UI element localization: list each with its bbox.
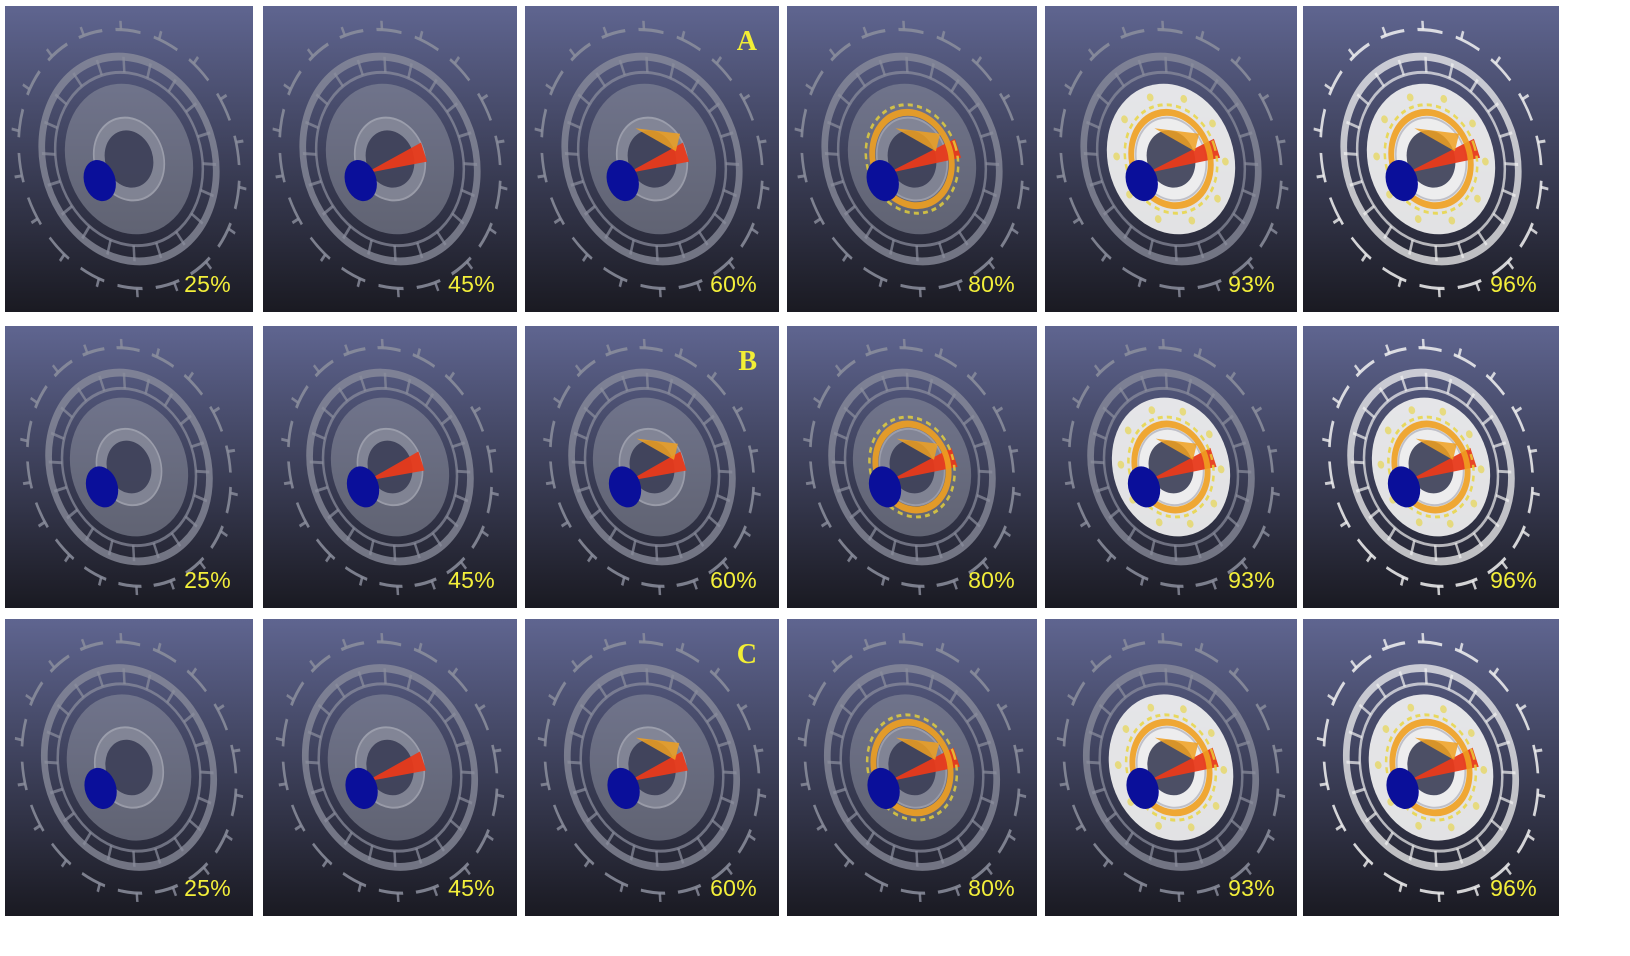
sim-panel-a-6: 96% — [1303, 6, 1559, 312]
mold-render — [1045, 326, 1297, 608]
fill-percent-label: 93% — [1228, 875, 1275, 901]
mold-part — [534, 20, 770, 298]
mold-part — [1322, 338, 1540, 596]
mold-render — [263, 326, 517, 608]
sim-panel-a-2: 45% — [263, 6, 517, 312]
mold-part — [794, 20, 1030, 298]
fill-percent-label: 45% — [448, 875, 495, 901]
mold-part — [11, 20, 247, 298]
mold-part — [20, 338, 238, 596]
mold-part — [537, 633, 767, 902]
mold-render — [787, 619, 1037, 916]
gate-cylinder — [1126, 767, 1159, 809]
mold-render — [5, 6, 253, 312]
mold-part — [797, 633, 1027, 902]
mold-render — [1303, 619, 1559, 916]
fill-percent-label: 45% — [448, 271, 495, 297]
row-label: A — [736, 26, 757, 57]
sim-panel-a-3: 60% A — [525, 6, 779, 312]
sim-panel-b-2: 45% — [263, 326, 517, 608]
fill-percent-label: 60% — [710, 567, 757, 593]
mold-render — [1045, 619, 1297, 916]
gate-cylinder — [607, 767, 640, 809]
fill-percent-label: 80% — [968, 271, 1015, 297]
fill-percent-label: 80% — [968, 875, 1015, 901]
sim-panel-c-4: 80% — [787, 619, 1037, 916]
mold-part — [1316, 633, 1546, 902]
simulation-grid: 25% 45% 60% A 80% 93% 96% 25% 45% 60% B 80% 93% 96% 25… — [5, 6, 1625, 950]
mold-part — [1053, 20, 1289, 298]
gate-cylinder — [866, 160, 899, 202]
mold-part — [275, 633, 505, 902]
gate-cylinder — [1385, 160, 1418, 202]
fill-percent-label: 25% — [184, 271, 231, 297]
gate-cylinder — [1386, 767, 1419, 809]
mold-render — [787, 6, 1037, 312]
mold-part — [281, 338, 499, 596]
fill-percent-label: 80% — [968, 567, 1015, 593]
fill-percent-label: 96% — [1490, 271, 1537, 297]
mold-render — [263, 619, 517, 916]
row-label: C — [736, 639, 757, 670]
gate-cylinder — [346, 466, 380, 508]
mold-render — [263, 6, 517, 312]
fill-percent-label: 25% — [184, 875, 231, 901]
fill-percent-label: 60% — [710, 875, 757, 901]
gate-cylinder — [84, 767, 117, 809]
sim-panel-b-6: 96% — [1303, 326, 1559, 608]
fill-percent-label: 96% — [1490, 567, 1537, 593]
mold-render — [525, 326, 779, 608]
mold-part — [272, 20, 508, 298]
gate-cylinder — [344, 160, 377, 202]
mold-part — [14, 633, 244, 902]
fill-percent-label: 60% — [710, 271, 757, 297]
mold-render — [1045, 6, 1297, 312]
gate-cylinder — [867, 767, 900, 809]
mold-part — [1056, 633, 1286, 902]
sim-panel-c-5: 93% — [1045, 619, 1297, 916]
sim-panel-b-4: 80% — [787, 326, 1037, 608]
row-label: B — [738, 346, 757, 377]
gate-cylinder — [85, 466, 119, 508]
sim-panel-c-1: 25% — [5, 619, 253, 916]
sim-panel-b-3: 60% B — [525, 326, 779, 608]
fill-percent-label: 25% — [184, 567, 231, 593]
mold-render — [787, 326, 1037, 608]
sim-panel-c-3: 60% C — [525, 619, 779, 916]
gate-cylinder — [1125, 160, 1158, 202]
gate-cylinder — [606, 160, 639, 202]
mold-render — [525, 6, 779, 312]
gate-cylinder — [83, 160, 116, 202]
mold-part — [1313, 20, 1549, 298]
mold-render — [5, 326, 253, 608]
sim-panel-b-5: 93% — [1045, 326, 1297, 608]
fill-percent-label: 93% — [1228, 567, 1275, 593]
sim-panel-c-6: 96% — [1303, 619, 1559, 916]
gate-cylinder — [608, 466, 642, 508]
sim-panel-b-1: 25% — [5, 326, 253, 608]
sim-panel-c-2: 45% — [263, 619, 517, 916]
mold-part — [1062, 338, 1280, 596]
gate-cylinder — [868, 466, 902, 508]
mold-render — [1303, 326, 1559, 608]
fill-percent-label: 96% — [1490, 875, 1537, 901]
gate-cylinder — [345, 767, 378, 809]
mold-render — [1303, 6, 1559, 312]
sim-panel-a-5: 93% — [1045, 6, 1297, 312]
gate-cylinder — [1127, 466, 1161, 508]
mold-render — [5, 619, 253, 916]
mold-part — [803, 338, 1021, 596]
gate-cylinder — [1387, 466, 1421, 508]
sim-panel-a-4: 80% — [787, 6, 1037, 312]
sim-panel-a-1: 25% — [5, 6, 253, 312]
mold-part — [543, 338, 761, 596]
fill-percent-label: 93% — [1228, 271, 1275, 297]
fill-percent-label: 45% — [448, 567, 495, 593]
mold-render — [525, 619, 779, 916]
